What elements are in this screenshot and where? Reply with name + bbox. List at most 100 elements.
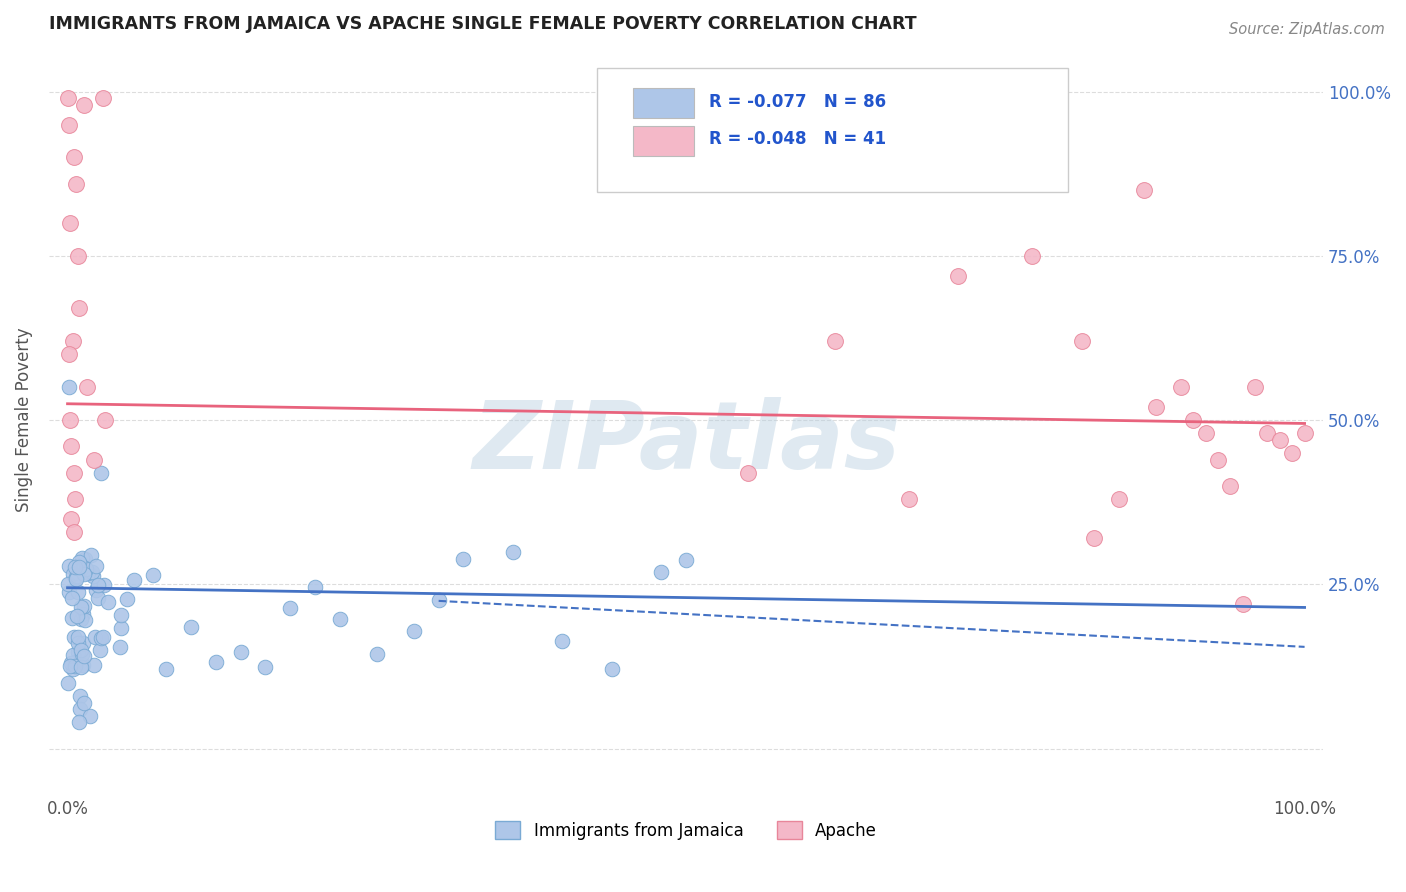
Legend: Immigrants from Jamaica, Apache: Immigrants from Jamaica, Apache: [488, 814, 883, 847]
Point: [69, 558, 91, 572]
Point: [69, 559, 91, 574]
Point: [551, 634, 574, 648]
Point: [70, 643, 93, 657]
Point: [110, 621, 132, 635]
Point: [62, 566, 84, 581]
Point: [83, 657, 105, 672]
Point: [62, 648, 84, 662]
Point: [56, 576, 79, 591]
Point: [65, 572, 87, 586]
Point: [73, 97, 96, 112]
Point: [90, 466, 112, 480]
Point: [59, 216, 82, 230]
Point: [77, 566, 100, 580]
Point: [59, 658, 82, 673]
Point: [93, 91, 115, 105]
Point: [62, 334, 84, 349]
Point: [73, 696, 96, 710]
Point: [65, 570, 87, 584]
Point: [205, 656, 228, 670]
Point: [70, 551, 93, 566]
Point: [93, 578, 115, 592]
Point: [59, 413, 82, 427]
Point: [1194, 426, 1216, 441]
Point: [69, 660, 91, 674]
Y-axis label: Single Female Poverty: Single Female Poverty: [15, 328, 32, 513]
Point: [229, 645, 252, 659]
Point: [402, 624, 425, 638]
Point: [80, 548, 103, 562]
Point: [675, 553, 697, 567]
Point: [59, 512, 82, 526]
Point: [79, 709, 101, 723]
Point: [110, 640, 132, 654]
Point: [90, 631, 112, 645]
Point: [87, 591, 110, 605]
Point: [1256, 426, 1278, 441]
Point: [58, 380, 80, 394]
Point: [70, 647, 93, 661]
FancyBboxPatch shape: [633, 88, 693, 119]
Point: [63, 466, 86, 480]
Point: [84, 559, 107, 574]
Point: [304, 581, 326, 595]
Text: R = -0.077   N = 86: R = -0.077 N = 86: [709, 93, 886, 111]
Point: [58, 559, 80, 574]
Point: [84, 582, 107, 597]
Point: [72, 635, 94, 649]
Point: [1219, 479, 1241, 493]
Point: [75, 613, 97, 627]
Point: [86, 578, 108, 592]
Point: [58, 118, 80, 132]
Point: [66, 568, 89, 582]
Text: ZIPatlas: ZIPatlas: [472, 397, 900, 489]
Point: [59, 657, 82, 671]
Text: R = -0.048   N = 41: R = -0.048 N = 41: [709, 130, 886, 148]
Point: [60, 610, 83, 624]
Point: [155, 662, 177, 676]
Point: [75, 561, 97, 575]
Point: [56, 676, 79, 690]
Point: [254, 660, 277, 674]
Point: [1206, 452, 1229, 467]
Point: [366, 647, 388, 661]
Point: [1294, 426, 1316, 441]
Point: [69, 715, 91, 730]
Point: [63, 630, 86, 644]
Point: [1083, 532, 1105, 546]
Point: [83, 452, 105, 467]
Point: [91, 630, 114, 644]
Point: [72, 607, 94, 621]
Point: [1281, 446, 1303, 460]
Point: [66, 608, 89, 623]
FancyBboxPatch shape: [598, 68, 1069, 192]
Point: [58, 585, 80, 599]
Point: [94, 413, 117, 427]
Point: [1268, 433, 1291, 447]
Point: [1244, 380, 1267, 394]
Point: [502, 545, 524, 559]
Point: [824, 334, 846, 349]
Point: [329, 612, 352, 626]
Point: [63, 491, 86, 506]
Point: [1132, 183, 1154, 197]
Point: [180, 620, 202, 634]
Point: [97, 595, 120, 609]
Point: [278, 600, 301, 615]
Point: [73, 599, 96, 613]
Point: [69, 689, 91, 703]
Point: [73, 648, 96, 663]
Point: [73, 567, 96, 582]
Point: [66, 585, 89, 599]
Point: [69, 702, 91, 716]
Point: [63, 150, 86, 164]
Point: [82, 565, 104, 579]
Point: [70, 599, 93, 614]
Point: [63, 655, 86, 669]
Point: [59, 440, 82, 454]
Point: [737, 466, 759, 480]
Point: [70, 612, 93, 626]
Point: [1182, 413, 1205, 427]
Point: [56, 91, 79, 105]
Point: [1232, 597, 1254, 611]
